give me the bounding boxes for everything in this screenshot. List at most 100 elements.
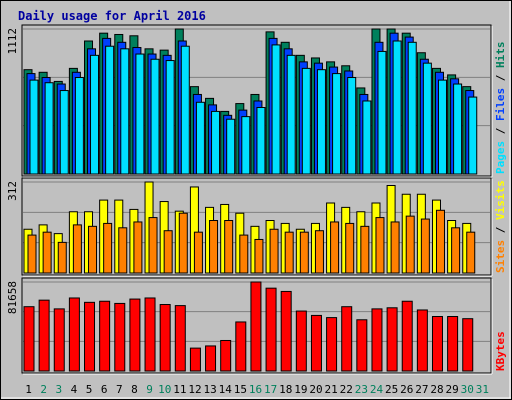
x-tick-day-19: 19	[294, 383, 307, 396]
bar-pages-day-8	[135, 53, 145, 175]
bar-kbytes-day-11	[174, 305, 186, 372]
bar-pages-day-7	[120, 48, 130, 175]
bar-sites-day-12	[193, 231, 203, 274]
bar-pages-day-13	[211, 110, 221, 175]
bar-sites-day-14	[224, 220, 234, 274]
bar-kbytes-day-8	[129, 298, 141, 372]
bar-kbytes-day-6	[99, 300, 111, 372]
bar-sites-day-1	[27, 234, 37, 274]
x-tick-day-15: 15	[234, 383, 247, 396]
bar-pages-day-15	[241, 116, 251, 175]
bar-pages-day-11	[180, 45, 190, 175]
bar-sites-day-6	[103, 222, 113, 274]
x-tick-day-31: 31	[476, 383, 489, 396]
x-tick-day-29: 29	[446, 383, 459, 396]
bar-kbytes-day-19	[295, 310, 307, 372]
bar-kbytes-day-2	[38, 299, 50, 372]
bar-kbytes-day-17	[265, 287, 277, 372]
bar-sites-day-23	[360, 225, 370, 274]
bar-pages-day-18	[286, 54, 296, 175]
x-tick-day-2: 2	[40, 383, 47, 396]
bar-pages-day-6	[105, 45, 115, 175]
bar-kbytes-day-29	[447, 316, 459, 372]
bar-pages-day-28	[437, 79, 447, 175]
bar-sites-day-28	[435, 209, 445, 274]
bar-pages-day-22	[347, 77, 357, 175]
bar-kbytes-day-22	[341, 306, 353, 372]
x-tick-day-9: 9	[146, 383, 153, 396]
legend-text: /	[494, 220, 507, 240]
bar-sites-day-8	[133, 221, 143, 274]
x-tick-day-23: 23	[355, 383, 368, 396]
x-tick-day-28: 28	[430, 383, 443, 396]
bar-kbytes-day-26	[401, 300, 413, 372]
bar-pages-day-17	[271, 44, 281, 175]
bar-pages-day-4	[74, 77, 84, 175]
x-tick-day-16: 16	[249, 383, 262, 396]
legend-label-top: Pages / Files / Hits	[494, 42, 507, 175]
x-tick-day-30: 30	[461, 383, 474, 396]
series-sites	[27, 209, 476, 274]
x-tick-day-27: 27	[415, 383, 428, 396]
bar-kbytes-day-18	[280, 290, 292, 372]
bar-pages-day-2	[44, 82, 54, 175]
bar-kbytes-day-27	[416, 309, 428, 372]
legend-text: Hits	[494, 42, 507, 69]
bar-pages-day-5	[90, 54, 100, 175]
bar-kbytes-day-24	[371, 308, 383, 372]
panel-middle: 312 Sites / Visits	[6, 177, 507, 277]
bar-kbytes-day-13	[205, 345, 217, 372]
bar-pages-day-25	[392, 40, 402, 175]
legend-label-middle: Sites / Visits	[494, 180, 507, 273]
bar-sites-day-2	[42, 231, 52, 274]
bar-pages-day-14	[226, 118, 236, 175]
bar-sites-day-11	[178, 212, 188, 274]
bar-kbytes-day-21	[326, 317, 338, 372]
bar-kbytes-day-12	[189, 347, 201, 372]
bar-sites-day-15	[239, 234, 249, 274]
bar-sites-day-9	[148, 217, 158, 274]
y-max-label: 1112	[6, 28, 19, 55]
series-kbytes	[23, 281, 474, 372]
bar-sites-day-3	[57, 241, 67, 274]
bar-sites-day-19	[299, 231, 309, 274]
bar-pages-day-30	[468, 96, 478, 175]
x-tick-day-10: 10	[158, 383, 171, 396]
x-tick-day-1: 1	[25, 383, 32, 396]
bar-kbytes-day-23	[356, 319, 368, 372]
bar-sites-day-16	[254, 238, 264, 274]
bar-kbytes-day-3	[53, 308, 65, 372]
bar-kbytes-day-9	[144, 297, 156, 372]
bar-pages-day-24	[377, 50, 387, 175]
bar-sites-day-13	[209, 220, 219, 274]
x-tick-day-26: 26	[400, 383, 413, 396]
x-tick-day-5: 5	[86, 383, 93, 396]
x-tick-day-14: 14	[219, 383, 233, 396]
bar-kbytes-day-16	[250, 281, 262, 372]
chart-panels: 1112 Pages / Files / Hits 312 Sites / Visit…	[6, 24, 507, 375]
bar-sites-day-27	[420, 218, 430, 274]
bar-sites-day-24	[375, 217, 385, 274]
bar-pages-day-3	[59, 90, 69, 175]
bar-sites-day-18	[284, 231, 294, 274]
bar-pages-day-26	[407, 41, 417, 175]
bar-pages-day-16	[256, 106, 266, 175]
bar-kbytes-day-20	[310, 314, 322, 372]
bar-pages-day-9	[150, 58, 160, 175]
bar-sites-day-29	[451, 227, 461, 274]
bar-kbytes-day-25	[386, 307, 398, 372]
legend-text: Pages	[494, 141, 507, 174]
bar-sites-day-5	[88, 225, 98, 274]
legend-text: Files	[494, 88, 507, 121]
bar-kbytes-day-4	[68, 297, 80, 372]
x-tick-day-8: 8	[131, 383, 138, 396]
bar-pages-day-10	[165, 60, 175, 175]
x-tick-day-20: 20	[309, 383, 322, 396]
legend-text: Sites	[494, 240, 507, 273]
x-tick-day-25: 25	[385, 383, 398, 396]
x-tick-day-18: 18	[279, 383, 292, 396]
bar-pages-day-23	[362, 100, 372, 175]
x-tick-day-21: 21	[325, 383, 338, 396]
bar-sites-day-21	[330, 221, 340, 274]
x-tick-day-4: 4	[71, 383, 78, 396]
